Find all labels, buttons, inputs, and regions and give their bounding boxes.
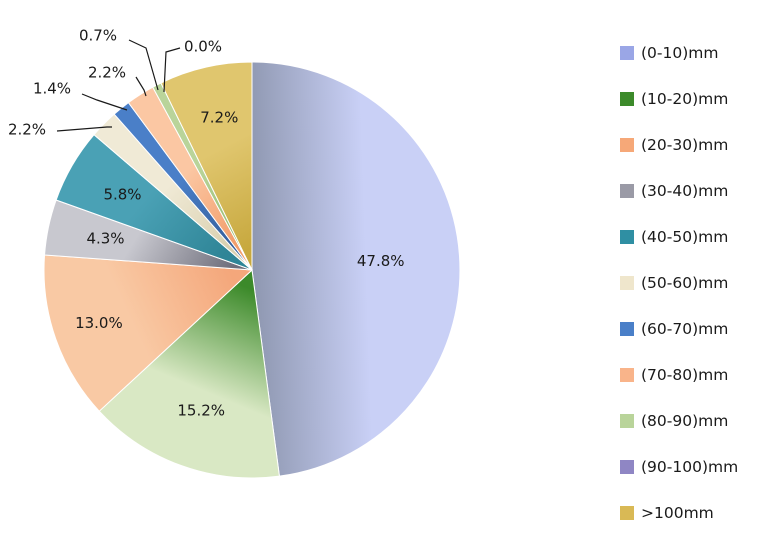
legend-swatch	[620, 368, 634, 382]
slice-label: 0.7%	[79, 27, 117, 45]
legend-label: (10-20)mm	[641, 90, 729, 108]
legend-label: (20-30)mm	[641, 136, 729, 154]
pie-slice	[160, 61, 253, 271]
pie-slices	[43, 61, 461, 479]
pie-slice	[251, 61, 461, 477]
slice-label: 15.2%	[177, 401, 225, 419]
legend-label: (50-60)mm	[641, 274, 729, 292]
legend-item: (90-100)mm	[620, 444, 780, 490]
legend-item: (20-30)mm	[620, 122, 780, 168]
legend-swatch	[620, 506, 634, 520]
legend-swatch	[620, 322, 634, 336]
legend-label: (90-100)mm	[641, 458, 739, 476]
legend-label: (30-40)mm	[641, 182, 729, 200]
legend-label: (40-50)mm	[641, 228, 729, 246]
slice-label: 4.3%	[86, 230, 124, 248]
slice-label: 13.0%	[75, 314, 123, 332]
legend-item: (70-80)mm	[620, 352, 780, 398]
legend-swatch	[620, 184, 634, 198]
legend-item: (30-40)mm	[620, 168, 780, 214]
pie-slice	[43, 254, 254, 412]
slice-label: 0.0%	[184, 38, 222, 56]
leader-line	[135, 76, 147, 97]
legend-item: (50-60)mm	[620, 260, 780, 306]
leader-lines	[56, 39, 181, 132]
pie-slice	[98, 268, 280, 479]
legend-swatch	[620, 230, 634, 244]
slice-label: 2.2%	[88, 64, 126, 82]
slice-label: 47.8%	[357, 252, 405, 270]
slice-label: 5.8%	[103, 185, 141, 203]
legend-item: (40-50)mm	[620, 214, 780, 260]
slice-label: 1.4%	[33, 80, 71, 98]
legend-item: >100mm	[620, 490, 780, 536]
legend-swatch	[620, 92, 634, 106]
legend-item: (0-10)mm	[620, 30, 780, 76]
legend-label: (60-70)mm	[641, 320, 729, 338]
slice-label: 7.2%	[200, 109, 238, 127]
data-labels: 47.8% 15.2% 13.0% 4.3% 5.8% 2.2% 1.4% 2.2% 0.7% 0…	[8, 27, 405, 420]
leader-line	[163, 47, 181, 93]
pie-chart: 47.8% 15.2% 13.0% 4.3% 5.8% 2.2% 1.4% 2.2% 0.7% 0…	[8, 27, 461, 479]
legend-swatch	[620, 414, 634, 428]
legend-swatch	[620, 276, 634, 290]
legend-swatch	[620, 46, 634, 60]
legend-label: (70-80)mm	[641, 366, 729, 384]
legend-item: (10-20)mm	[620, 76, 780, 122]
slice-label: 2.2%	[8, 121, 46, 139]
leader-line	[128, 39, 159, 91]
legend-label: >100mm	[641, 504, 714, 522]
legend-label: (0-10)mm	[641, 44, 719, 62]
legend: (0-10)mm (10-20)mm (20-30)mm (30-40)mm (…	[620, 30, 780, 536]
leader-line	[81, 93, 128, 111]
legend-item: (60-70)mm	[620, 306, 780, 352]
legend-item: (80-90)mm	[620, 398, 780, 444]
legend-swatch	[620, 460, 634, 474]
legend-swatch	[620, 138, 634, 152]
legend-label: (80-90)mm	[641, 412, 729, 430]
leader-line	[56, 126, 112, 132]
